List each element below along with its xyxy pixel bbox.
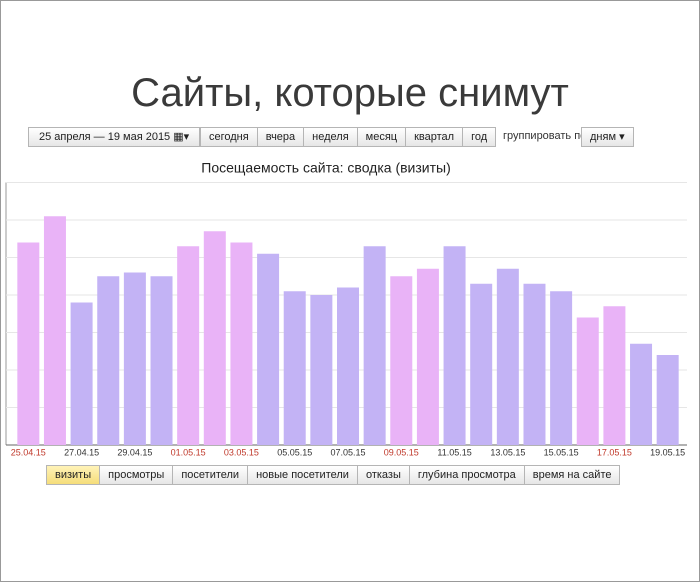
period-buttons: сегодня вчера неделя месяц квартал год [200, 127, 497, 147]
date-range-text: 25 апреля — 19 мая 2015 [39, 131, 171, 143]
bar [43, 216, 66, 445]
bar [337, 287, 359, 445]
x-tick-label: 27.04.15 [64, 447, 99, 457]
chart: Посещаемость сайта: сводка (визиты) 25.04… [5, 160, 687, 457]
metric-tab[interactable]: посетители [173, 465, 249, 485]
bar [310, 295, 333, 445]
x-tick-label: 07.05.15 [330, 447, 365, 457]
x-tick-label: 13.05.15 [490, 447, 525, 457]
period-button[interactable]: месяц [357, 127, 407, 147]
bar [416, 268, 439, 445]
bar [523, 283, 546, 445]
metric-tab[interactable]: новые посетители [248, 465, 358, 485]
x-tick-label: 25.04.15 [11, 447, 46, 457]
period-button[interactable]: квартал [406, 127, 464, 147]
metric-tab[interactable]: визиты [46, 465, 101, 485]
bar [390, 276, 413, 445]
group-select[interactable]: дням ▾ [581, 127, 634, 147]
x-tick-label: 17.05.15 [597, 447, 632, 457]
date-range[interactable]: 25 апреля — 19 мая 2015 ▦▾ [28, 127, 201, 147]
slide-title: Сайты, которые снимут [131, 71, 569, 115]
bar [123, 272, 146, 445]
bar [17, 242, 40, 445]
x-tick-label: 09.05.15 [384, 447, 419, 457]
group-label: группировать по [503, 130, 587, 142]
period-button[interactable]: вчера [257, 127, 305, 147]
x-tick-label: 19.05.15 [650, 447, 685, 457]
group-value[interactable]: дням ▾ [581, 127, 634, 147]
x-tick-label: 15.05.15 [544, 447, 579, 457]
period-button[interactable]: сегодня [200, 127, 258, 147]
x-tick-label: 01.05.15 [171, 447, 206, 457]
metric-tab[interactable]: глубина просмотра [409, 465, 525, 485]
metric-tab[interactable]: отказы [357, 465, 410, 485]
bar [576, 317, 599, 445]
bar [496, 268, 519, 445]
x-tick-label: 11.05.15 [437, 447, 471, 457]
period-button[interactable]: неделя [304, 127, 358, 147]
bar [603, 306, 626, 445]
bar [230, 242, 253, 445]
bar [470, 283, 493, 445]
bar [97, 276, 120, 445]
group-value-text: дням [590, 131, 617, 143]
bar [630, 343, 653, 445]
bar [363, 246, 386, 445]
bar [283, 291, 306, 445]
bar [550, 291, 573, 445]
metric-tab[interactable]: просмотры [100, 465, 174, 485]
bar [177, 246, 200, 445]
x-tick-label: 05.05.15 [277, 447, 312, 457]
bar [257, 253, 280, 445]
bar [70, 302, 93, 445]
date-picker[interactable]: 25 апреля — 19 мая 2015 ▦▾ [28, 127, 201, 147]
bar [150, 276, 173, 445]
metric-tab[interactable]: время на сайте [524, 465, 621, 485]
bar [656, 355, 679, 445]
bar [443, 246, 466, 445]
period-button[interactable]: год [463, 127, 497, 147]
chart-title: Посещаемость сайта: сводка (визиты) [201, 160, 451, 176]
x-tick-label: 03.05.15 [224, 447, 259, 457]
metric-tabs: визиты просмотры посетители новые посетител… [46, 465, 621, 485]
x-tick-label: 29.04.15 [117, 447, 152, 457]
bar [203, 231, 226, 445]
